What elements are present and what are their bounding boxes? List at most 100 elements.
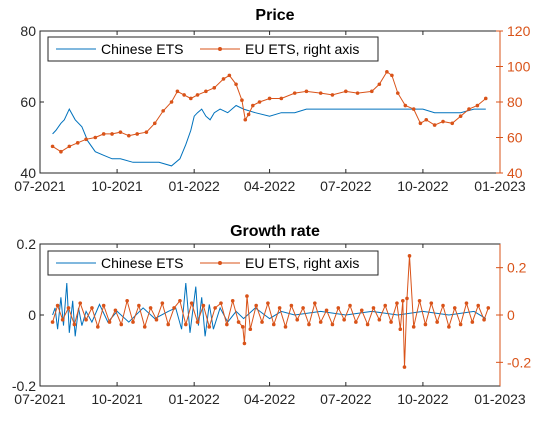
- eu-ets-point: [344, 89, 348, 94]
- eu-ets-point: [125, 299, 129, 303]
- y-right-tick-label: 0: [507, 307, 515, 323]
- eu-ets-point: [483, 96, 488, 101]
- eu-ets-point: [424, 117, 429, 122]
- eu-ets-point: [101, 303, 106, 308]
- eu-ets-point: [411, 107, 416, 111]
- eu-ets-point: [279, 96, 284, 101]
- eu-ets-point: [127, 133, 131, 138]
- eu-ets-point: [66, 306, 71, 310]
- eu-ets-point: [55, 303, 60, 308]
- eu-ets-point: [370, 89, 374, 94]
- eu-ets-point: [50, 144, 55, 149]
- eu-ets-point: [330, 322, 335, 327]
- eu-ets-point: [423, 322, 428, 327]
- eu-ets-point: [152, 121, 157, 126]
- growth-legend-chinese-label: Chinese ETS: [101, 255, 183, 271]
- growth-panel: Growth rate 07-2021 10-2021 01-2022 04-2022…: [12, 223, 531, 407]
- y-left-tick-label: 60: [20, 94, 36, 110]
- eu-ets-point: [160, 301, 165, 305]
- eu-ets-point: [236, 320, 241, 324]
- eu-ets-point: [458, 322, 463, 327]
- eu-ets-series-line: [52, 71, 487, 153]
- eu-ets-point: [283, 325, 288, 329]
- eu-ets-point: [135, 132, 139, 136]
- eu-ets-point: [486, 306, 491, 310]
- eu-ets-point: [84, 137, 88, 142]
- eu-ets-point: [84, 317, 88, 322]
- y-left-tick-label: 40: [20, 165, 36, 181]
- eu-ets-point: [240, 98, 244, 103]
- eu-ets-point: [119, 322, 124, 327]
- x-tick-label: 10-2021: [91, 391, 143, 407]
- eu-ets-point: [201, 303, 206, 308]
- eu-ets-point: [90, 306, 94, 310]
- eu-ets-point: [182, 93, 186, 97]
- eu-ets-point: [377, 82, 382, 87]
- x-tick-label: 10-2022: [397, 178, 449, 194]
- eu-ets-point: [144, 130, 149, 134]
- price-title: Price: [255, 7, 294, 24]
- x-tick-label: 01-2023: [474, 391, 526, 407]
- y-right-tick-label: 40: [507, 165, 523, 181]
- price-legend-eu-label: EU ETS, right axis: [245, 41, 359, 57]
- eu-ets-point: [411, 325, 416, 329]
- eu-ets-point: [295, 317, 300, 322]
- eu-ets-point: [435, 320, 439, 324]
- eu-ets-point: [183, 322, 188, 327]
- eu-ets-point: [50, 320, 55, 324]
- eu-ets-point: [137, 303, 141, 308]
- eu-ets-point: [107, 320, 112, 324]
- y-right-tick-label: -0.2: [507, 354, 531, 370]
- eu-ets-point: [371, 306, 376, 310]
- eu-ets-point: [75, 141, 80, 145]
- eu-ets-point: [383, 303, 388, 308]
- eu-ets-point: [377, 317, 382, 322]
- eu-ets-point: [464, 301, 469, 305]
- y-right-tick-label: 80: [507, 94, 523, 110]
- eu-ets-point: [172, 306, 176, 310]
- y-left-tick-label: -0.2: [12, 378, 36, 394]
- growth-legend-eu-marker: [218, 261, 222, 265]
- x-tick-label: 10-2021: [91, 178, 143, 194]
- eu-ets-point: [318, 320, 323, 324]
- eu-ets-point: [403, 103, 408, 108]
- eu-ets-point: [271, 322, 276, 327]
- eu-ets-point: [354, 320, 358, 324]
- y-left-tick-label: 0.2: [17, 236, 37, 252]
- eu-ets-point: [154, 317, 159, 322]
- eu-ets-point: [432, 123, 437, 127]
- x-tick-label: 01-2023: [474, 178, 526, 194]
- eu-ets-point: [219, 301, 223, 305]
- x-tick-label: 04-2022: [244, 178, 296, 194]
- eu-ets-point: [289, 303, 294, 308]
- eu-ets-point: [243, 117, 248, 122]
- eu-ets-point: [417, 299, 422, 303]
- eu-ets-point: [336, 306, 341, 310]
- eu-ets-point: [189, 96, 193, 101]
- eu-ets-point: [292, 91, 297, 95]
- eu-ets-point: [390, 73, 394, 78]
- eu-ets-point: [458, 114, 463, 118]
- eu-ets-point: [225, 322, 229, 327]
- eu-ets-point: [277, 306, 282, 310]
- x-tick-label: 01-2022: [168, 391, 220, 407]
- eu-ets-point: [60, 317, 65, 322]
- eu-ets-point: [342, 317, 346, 322]
- eu-ets-point: [450, 121, 455, 126]
- y-right-tick-label: 60: [507, 130, 523, 146]
- eu-ets-point: [189, 301, 194, 305]
- eu-ets-point: [441, 119, 445, 124]
- eu-ets-point: [267, 96, 272, 101]
- eu-ets-point: [348, 303, 352, 308]
- eu-ets-point: [257, 100, 262, 104]
- eu-ets-point: [401, 299, 405, 303]
- chinese-ets-series-line: [52, 104, 486, 167]
- eu-ets-point: [395, 91, 400, 95]
- y-left-tick-label: 0: [28, 307, 36, 323]
- eu-ets-point: [307, 322, 311, 327]
- eu-ets-point: [266, 301, 270, 305]
- eu-ets-point: [318, 91, 323, 95]
- eu-ets-point: [365, 322, 370, 327]
- eu-ets-point: [441, 303, 445, 308]
- price-legend-eu-marker: [218, 47, 222, 51]
